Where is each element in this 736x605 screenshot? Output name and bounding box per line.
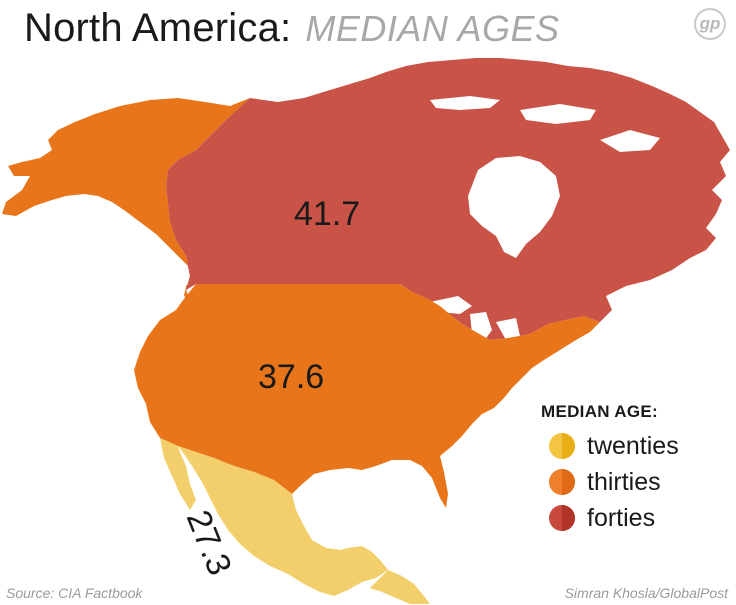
region-mexico xyxy=(160,438,388,596)
region-usa xyxy=(134,284,600,508)
arctic-channel xyxy=(600,130,660,152)
great-lake xyxy=(496,318,520,340)
legend: MEDIAN AGE: twenties thirties forties xyxy=(541,402,721,536)
legend-item-forties: forties xyxy=(541,500,721,536)
region-central-america xyxy=(370,570,430,604)
arctic-channel xyxy=(430,96,500,110)
title-main: North America: xyxy=(24,6,292,50)
legend-item-thirties: thirties xyxy=(541,464,721,500)
author-credit: Simran Khosla/GlobalPost xyxy=(564,585,728,601)
hudson-bay xyxy=(468,156,560,258)
region-alaska xyxy=(2,98,250,300)
legend-title: MEDIAN AGE: xyxy=(541,402,658,421)
legend-swatch-icon xyxy=(549,505,575,531)
legend-swatch-icon xyxy=(549,469,575,495)
legend-label: thirties xyxy=(587,467,661,496)
canada-median-age-label: 41.7 xyxy=(294,195,361,233)
legend-label: twenties xyxy=(587,431,679,460)
legend-item-twenties: twenties xyxy=(541,428,721,464)
legend-label: forties xyxy=(587,503,656,532)
usa-median-age-label: 37.6 xyxy=(258,358,325,396)
globalpost-logo-icon: gp xyxy=(694,8,726,40)
region-canada xyxy=(166,58,730,340)
source-credit: Source: CIA Factbook xyxy=(6,585,143,601)
arctic-channel xyxy=(520,104,596,124)
legend-swatch-icon xyxy=(549,433,575,459)
map-title: North America: MEDIAN AGES xyxy=(24,6,560,56)
title-subtitle: MEDIAN AGES xyxy=(305,8,560,49)
